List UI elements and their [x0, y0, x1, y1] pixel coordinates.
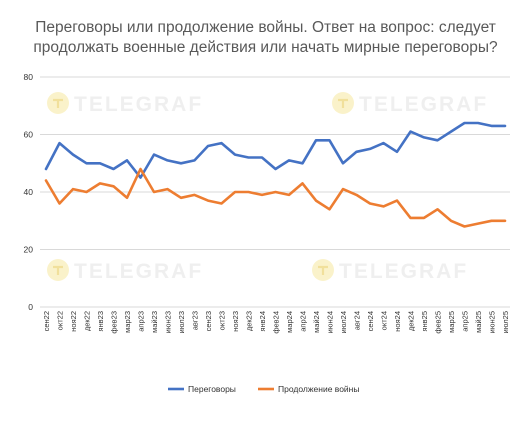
x-tick-label: янв23 [96, 311, 105, 332]
x-tick-label: июн25 [488, 311, 497, 333]
x-tick-label: окт23 [218, 311, 227, 330]
x-tick-label: окт22 [56, 311, 65, 330]
x-tick-label: ноя23 [231, 311, 240, 332]
x-tick-label: окт24 [380, 311, 389, 330]
x-tick-label: май23 [150, 311, 159, 333]
chart-title-line-1: Переговоры или продолжение войны. Ответ … [35, 19, 496, 36]
x-tick-label: фев23 [110, 311, 119, 334]
x-tick-label: дек22 [83, 311, 92, 331]
x-tick-label: авг23 [191, 311, 200, 330]
x-tick-label: фев25 [434, 311, 443, 334]
x-tick-label: ноя24 [393, 311, 402, 332]
watermark-text: TELEGRAF [359, 93, 488, 116]
t-glyph-icon [318, 265, 328, 275]
y-axis: 0 20 40 60 80 [24, 72, 34, 312]
x-tick-label: мар24 [285, 311, 294, 333]
watermark-text: TELEGRAF [74, 260, 203, 283]
chart-title-line-2: продолжать военные действия или начать м… [33, 39, 498, 56]
x-tick-label: дек24 [407, 311, 416, 331]
x-tick-label: апр24 [299, 311, 308, 332]
x-tick-label: июл23 [177, 311, 186, 333]
x-axis: сен22 окт22 ноя22 дек22 янв23 фев23 мар23 апр23… [42, 311, 510, 334]
x-tick-label: мар23 [123, 311, 132, 333]
watermark: TELEGRAF [332, 92, 488, 116]
y-tick-label: 0 [28, 302, 33, 312]
t-glyph-icon [338, 98, 348, 108]
x-tick-label: фев24 [272, 311, 281, 334]
series-line-0 [44, 121, 507, 179]
watermark-text: TELEGRAF [74, 93, 203, 116]
y-tick-label: 40 [24, 187, 34, 197]
x-tick-label: июл25 [501, 311, 510, 333]
x-tick-label: мар25 [447, 311, 456, 333]
t-glyph-icon [53, 265, 63, 275]
chart-title: Переговоры или продолжение войны. Ответ … [0, 18, 531, 58]
watermark: TELEGRAF [312, 259, 468, 283]
x-tick-label: июл24 [339, 311, 348, 333]
watermark: TELEGRAF [47, 92, 203, 116]
watermark-text: TELEGRAF [339, 260, 468, 283]
t-glyph-icon [53, 98, 63, 108]
y-tick-label: 20 [24, 245, 34, 255]
legend-entry: Продолжение войны [258, 384, 359, 394]
x-tick-label: апр25 [461, 311, 470, 332]
x-tick-label: авг24 [353, 311, 362, 330]
legend-label: Продолжение войны [278, 384, 359, 394]
x-tick-label: май24 [312, 311, 321, 333]
legend-entry: Переговоры [168, 384, 236, 394]
x-tick-label: май25 [474, 311, 483, 333]
legend-label: Переговоры [188, 384, 236, 394]
x-tick-label: сен23 [204, 311, 213, 331]
legend: Переговоры Продолжение войны [168, 384, 359, 394]
x-tick-label: янв25 [420, 311, 429, 332]
series-line-1 [44, 167, 507, 228]
x-tick-label: сен24 [366, 311, 375, 331]
x-tick-label: июн24 [326, 311, 335, 333]
watermarks: TELEGRAF TELEGRAF TELEGRAF TELEGRAF [47, 92, 488, 283]
y-tick-label: 60 [24, 130, 34, 140]
watermark: TELEGRAF [47, 259, 203, 283]
x-tick-label: июн23 [164, 311, 173, 333]
series-lines [44, 121, 507, 228]
y-tick-label: 80 [24, 72, 34, 82]
x-tick-label: сен22 [42, 311, 51, 331]
x-tick-label: янв24 [258, 311, 267, 332]
x-tick-label: ноя22 [69, 311, 78, 332]
x-tick-label: апр23 [137, 311, 146, 332]
x-tick-label: дек23 [245, 311, 254, 331]
